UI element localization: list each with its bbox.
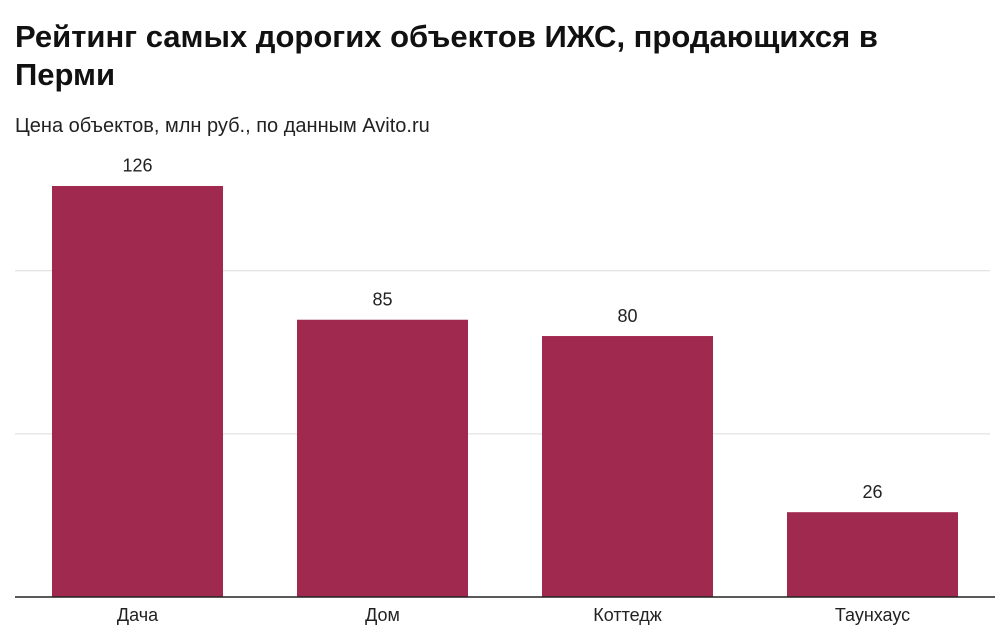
x-tick-label: Дом <box>365 605 400 625</box>
chart-title: Рейтинг самых дорогих объектов ИЖС, прод… <box>15 19 878 92</box>
bar <box>786 512 959 597</box>
x-tick-label: Дача <box>117 605 159 625</box>
bar <box>51 185 224 597</box>
value-label: 126 <box>122 156 152 176</box>
x-tick-label: Коттедж <box>593 605 662 625</box>
x-tick-label: Таунхаус <box>835 605 910 625</box>
bar <box>541 336 714 597</box>
value-label: 80 <box>617 306 637 326</box>
chart-subtitle: Цена объектов, млн руб., по данным Avito… <box>15 115 430 137</box>
bar <box>296 319 469 597</box>
value-label: 85 <box>372 289 392 309</box>
value-label: 26 <box>862 482 882 502</box>
